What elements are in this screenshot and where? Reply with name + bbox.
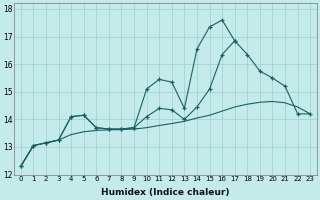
X-axis label: Humidex (Indice chaleur): Humidex (Indice chaleur) <box>101 188 230 197</box>
